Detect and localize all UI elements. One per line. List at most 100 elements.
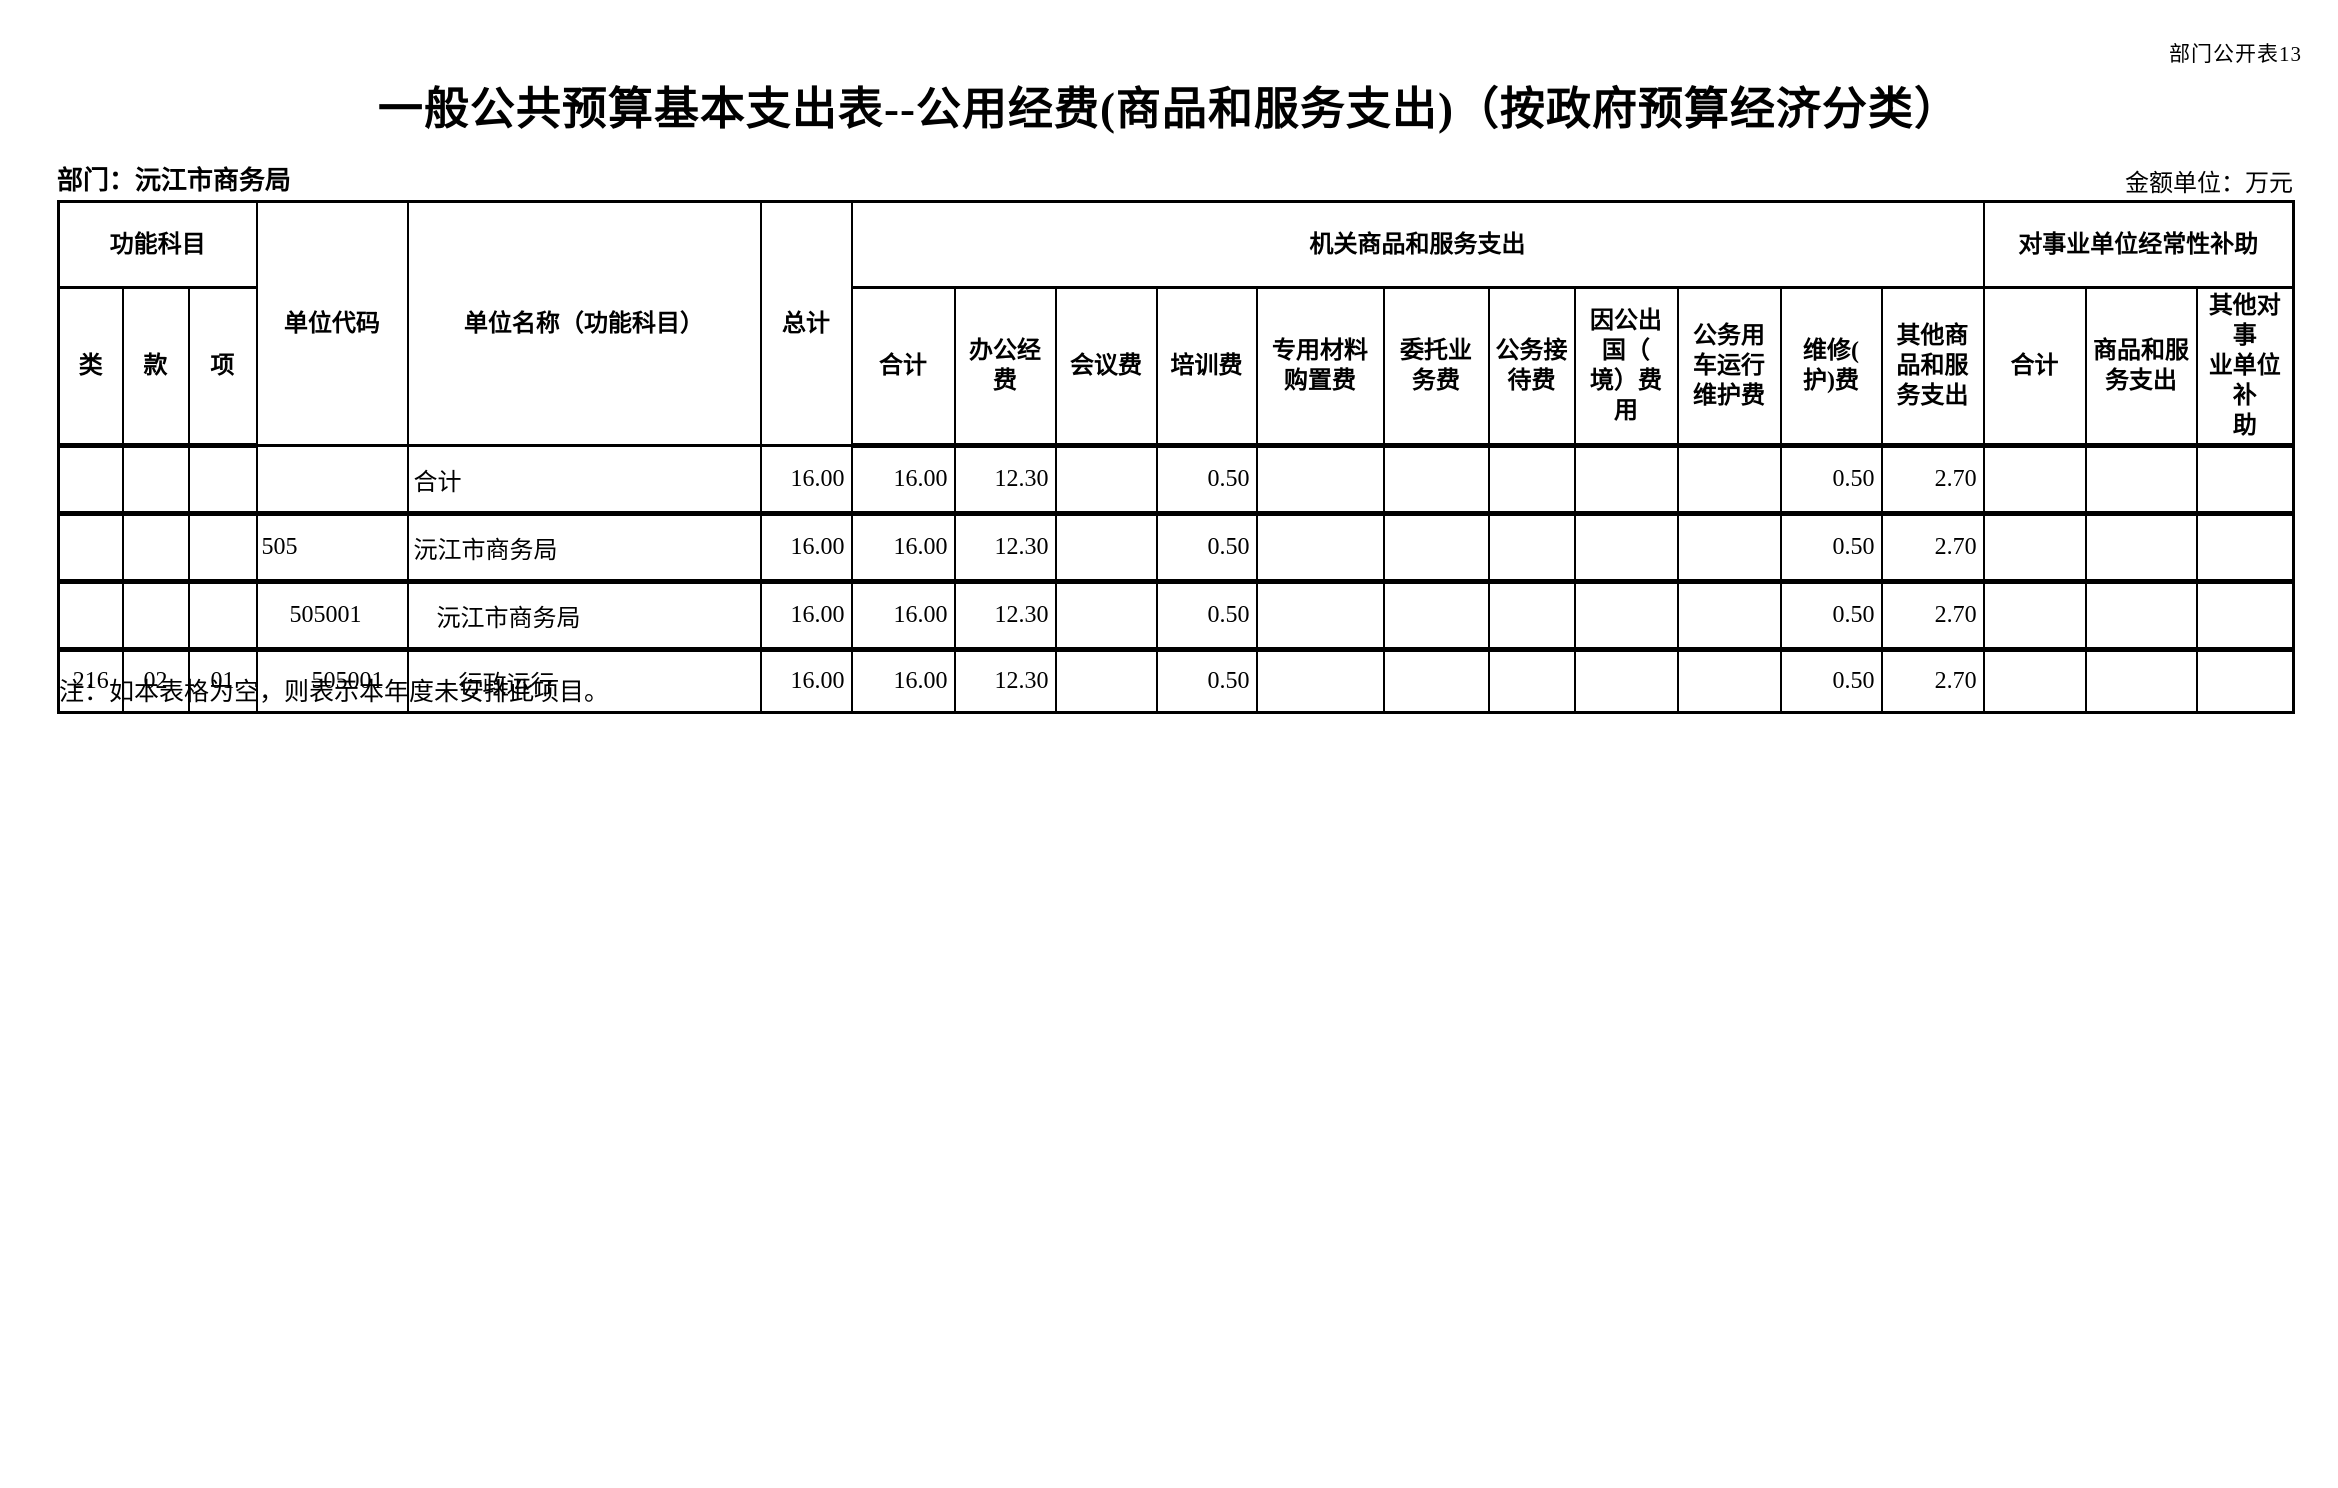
cell-abroad-fee: [1573, 512, 1679, 584]
cell-agency-total: 16.00: [850, 512, 956, 584]
cell-meeting-fee: [1054, 512, 1158, 584]
table-row-total: 合计 16.00 16.00 12.30 0.50 0.50 2.70: [57, 444, 2295, 516]
cell-grand-total: 16.00: [759, 580, 853, 652]
cell-abroad-fee: [1573, 648, 1679, 714]
cell-commission-fee: [1382, 580, 1490, 652]
header-item: 款: [121, 286, 190, 448]
table-row-505: 505 沅江市商务局 16.00 16.00 12.30 0.50 0.50 2…: [57, 512, 2295, 584]
cell-agency-total: 16.00: [850, 444, 956, 516]
cell-agency-total: 16.00: [850, 648, 956, 714]
header-official-reception: 公务接 待费: [1487, 286, 1576, 448]
header-grand-total: 总计: [759, 200, 853, 447]
header-commission-fee: 委托业 务费: [1382, 286, 1490, 448]
cell-special-material: [1255, 648, 1385, 714]
cell-abroad-fee: [1573, 444, 1679, 516]
cell-subsidy-total: [1982, 580, 2087, 652]
cell-item: 02: [121, 648, 190, 714]
footnote: 注：如本表格为空，则表示本年度未安排此项目。: [59, 679, 610, 706]
cell-unit-name: 行政运行: [406, 648, 762, 714]
cell-vehicle-maintenance: [1676, 648, 1782, 714]
cell-meeting-fee: [1054, 648, 1158, 714]
header-training-fee: 培训费: [1155, 286, 1258, 448]
cell-unit-name: 沅江市商务局: [406, 512, 762, 584]
table-row-admin-operation: 216 02 01 505001 行政运行 16.00 16.00 12.30 …: [57, 648, 2295, 714]
header-vehicle-maintenance: 公务用 车运行 维护费: [1676, 286, 1782, 448]
header-special-material: 专用材料 购置费: [1255, 286, 1385, 448]
header-subsidy-goods-services: 商品和服 务支出: [2084, 286, 2198, 448]
cell-official-reception: [1487, 648, 1576, 714]
cell-official-reception: [1487, 444, 1576, 516]
cell-subsidy-other: [2195, 444, 2295, 516]
cell-official-reception: [1487, 512, 1576, 584]
cell-agency-total: 16.00: [850, 580, 956, 652]
cell-subsidy-goods-services: [2084, 580, 2198, 652]
cell-subsidy-total: [1982, 648, 2087, 714]
cell-class: 216: [57, 648, 124, 714]
cell-office-expense: 12.30: [953, 648, 1057, 714]
cell-official-reception: [1487, 580, 1576, 652]
cell-unit-name: 合计: [406, 444, 762, 516]
department-label: 部门：沅江市商务局: [57, 166, 292, 195]
cell-abroad-fee: [1573, 580, 1679, 652]
header-meeting-fee: 会议费: [1054, 286, 1158, 448]
cell-class: [57, 580, 124, 652]
cell-repair-fee: 0.50: [1779, 444, 1883, 516]
cell-special-material: [1255, 444, 1385, 516]
header-repair-fee: 维修( 护)费: [1779, 286, 1883, 448]
cell-unit-code: 505001: [255, 580, 409, 652]
cell-subsidy-total: [1982, 512, 2087, 584]
cell-subitem: [187, 512, 258, 584]
cell-training-fee: 0.50: [1155, 580, 1258, 652]
cell-commission-fee: [1382, 648, 1490, 714]
header-subitem: 项: [187, 286, 258, 448]
sheet-number-label: 部门公开表13: [2169, 42, 2302, 66]
cell-other-goods-services: 2.70: [1880, 444, 1985, 516]
amount-unit-label: 金额单位：万元: [2125, 171, 2293, 197]
cell-other-goods-services: 2.70: [1880, 648, 1985, 714]
cell-subsidy-total: [1982, 444, 2087, 516]
cell-subsidy-other: [2195, 580, 2295, 652]
header-group-row: 功能科目 单位代码 单位名称（功能科目） 总计 机关商品和服务支出 对事业单位经…: [57, 200, 2295, 447]
header-office-expense: 办公经 费: [953, 286, 1057, 448]
cell-vehicle-maintenance: [1676, 444, 1782, 516]
cell-repair-fee: 0.50: [1779, 648, 1883, 714]
cell-grand-total: 16.00: [759, 648, 853, 714]
header-function-group: 功能科目: [57, 200, 258, 289]
cell-subsidy-goods-services: [2084, 512, 2198, 584]
cell-grand-total: 16.00: [759, 512, 853, 584]
cell-commission-fee: [1382, 512, 1490, 584]
cell-office-expense: 12.30: [953, 512, 1057, 584]
cell-meeting-fee: [1054, 444, 1158, 516]
header-sub-row: 类 款 项 合计 办公经 费 会议费 培训费 专用材料 购置费 委托业 务费 公…: [57, 286, 2295, 448]
header-class: 类: [57, 286, 124, 448]
header-other-goods-services: 其他商 品和服 务支出: [1880, 286, 1985, 448]
header-agency-total: 合计: [850, 286, 956, 448]
cell-training-fee: 0.50: [1155, 444, 1258, 516]
cell-training-fee: 0.50: [1155, 648, 1258, 714]
page-title: 一般公共预算基本支出表--公用经费(商品和服务支出)（按政府预算经济分类）: [378, 84, 1960, 134]
cell-item: [121, 512, 190, 584]
header-subsidy-group: 对事业单位经常性补助: [1982, 200, 2295, 289]
cell-subsidy-goods-services: [2084, 648, 2198, 714]
cell-subitem: [187, 444, 258, 516]
cell-subitem: 01: [187, 648, 258, 714]
cell-training-fee: 0.50: [1155, 512, 1258, 584]
cell-grand-total: 16.00: [759, 444, 853, 516]
budget-table: 功能科目 单位代码 单位名称（功能科目） 总计 机关商品和服务支出 对事业单位经…: [57, 200, 2296, 714]
cell-office-expense: 12.30: [953, 580, 1057, 652]
cell-other-goods-services: 2.70: [1880, 512, 1985, 584]
cell-vehicle-maintenance: [1676, 580, 1782, 652]
table-row-505001: 505001 沅江市商务局 16.00 16.00 12.30 0.50 0.5…: [57, 580, 2295, 652]
cell-unit-code: [255, 444, 409, 516]
cell-repair-fee: 0.50: [1779, 580, 1883, 652]
cell-class: [57, 444, 124, 516]
header-abroad-fee: 因公出 国（ 境）费 用: [1573, 286, 1679, 448]
cell-unit-name: 沅江市商务局: [406, 580, 762, 652]
cell-special-material: [1255, 512, 1385, 584]
header-subsidy-total: 合计: [1982, 286, 2087, 448]
cell-subsidy-goods-services: [2084, 444, 2198, 516]
header-subsidy-other: 其他对事 业单位补 助: [2195, 286, 2295, 448]
cell-commission-fee: [1382, 444, 1490, 516]
cell-class: [57, 512, 124, 584]
cell-meeting-fee: [1054, 580, 1158, 652]
